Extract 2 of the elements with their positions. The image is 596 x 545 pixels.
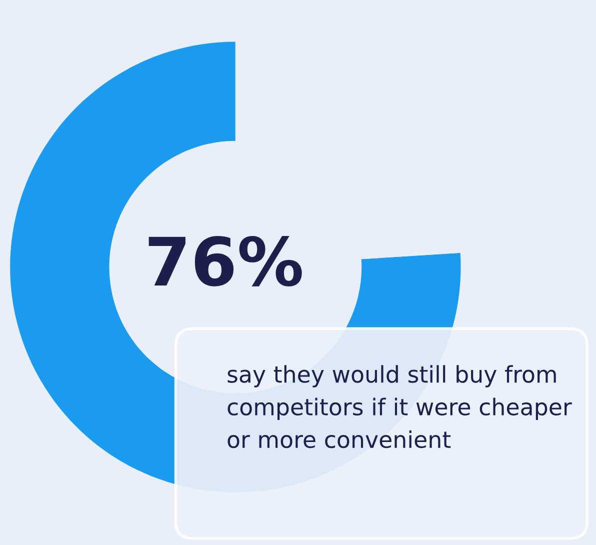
text: say they would still buy from competitors if it were cheaper or more convenient (228, 365, 572, 448)
data-label: 76% (148, 236, 302, 286)
